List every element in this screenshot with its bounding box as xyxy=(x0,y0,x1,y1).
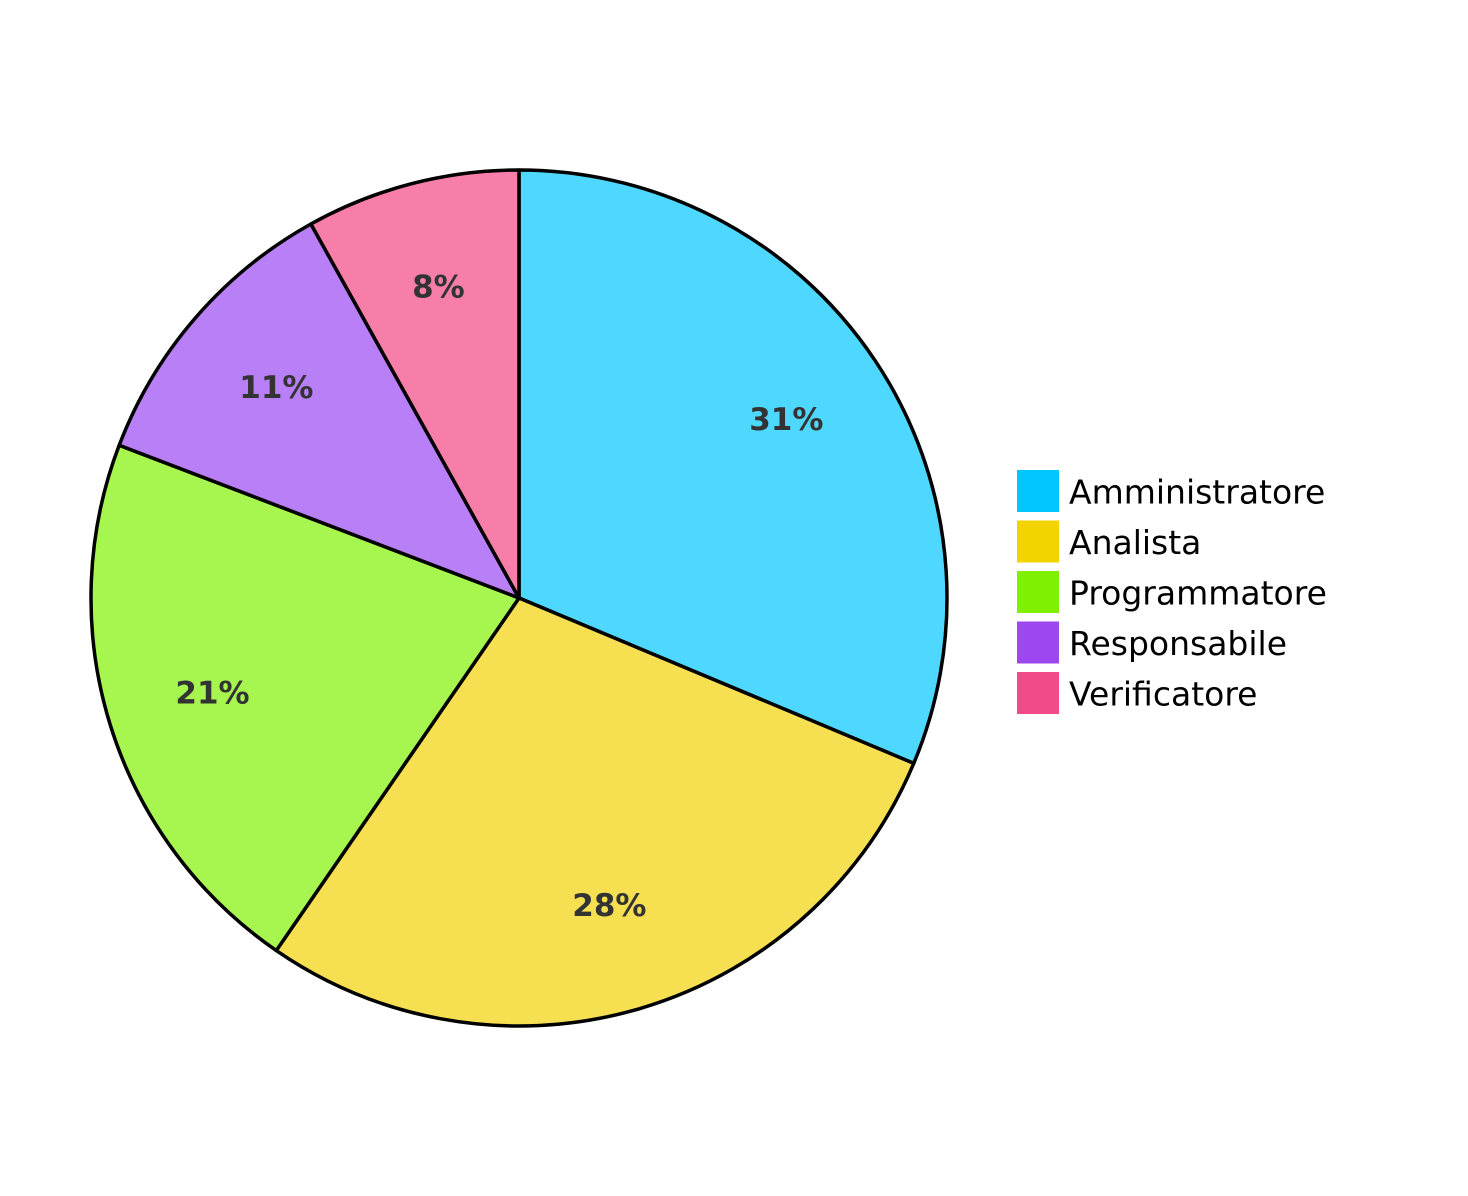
pie-slice-analista xyxy=(274,596,916,1028)
legend-swatch xyxy=(1017,672,1059,714)
legend-swatch xyxy=(1017,621,1059,664)
legend: Amministratore Analista Programmatore Respo… xyxy=(1017,470,1327,714)
pie-slice-programmatore xyxy=(89,443,521,953)
pie-slice-labels: 31% 28% 21% 11% 8% xyxy=(175,269,823,924)
legend-label: Responsabile xyxy=(1069,624,1287,663)
legend-swatch xyxy=(1017,520,1059,563)
legend-label: Programmatore xyxy=(1069,574,1327,613)
legend-item-amministratore: Amministratore xyxy=(1017,470,1325,512)
legend-swatch xyxy=(1017,470,1059,512)
legend-label: Amministratore xyxy=(1069,473,1325,512)
pie-slice-verificatore xyxy=(309,168,521,600)
slice-label-verificatore: 8% xyxy=(412,269,465,305)
pie-slices xyxy=(89,168,949,1028)
slice-label-programmatore: 21% xyxy=(175,675,249,711)
slice-label-amministratore: 31% xyxy=(749,402,823,438)
legend-swatch xyxy=(1017,571,1059,613)
legend-item-responsabile: Responsabile xyxy=(1017,621,1287,664)
legend-item-verificatore: Verificatore xyxy=(1017,672,1257,714)
pie-slice-amministratore xyxy=(517,168,949,766)
legend-item-programmatore: Programmatore xyxy=(1017,571,1327,613)
slice-label-analista: 28% xyxy=(572,888,646,924)
slice-label-responsabile: 11% xyxy=(239,370,313,406)
legend-item-analista: Analista xyxy=(1017,520,1201,563)
legend-label: Verificatore xyxy=(1069,675,1257,714)
pie-slice-responsabile xyxy=(117,222,521,600)
legend-label: Analista xyxy=(1069,523,1201,562)
